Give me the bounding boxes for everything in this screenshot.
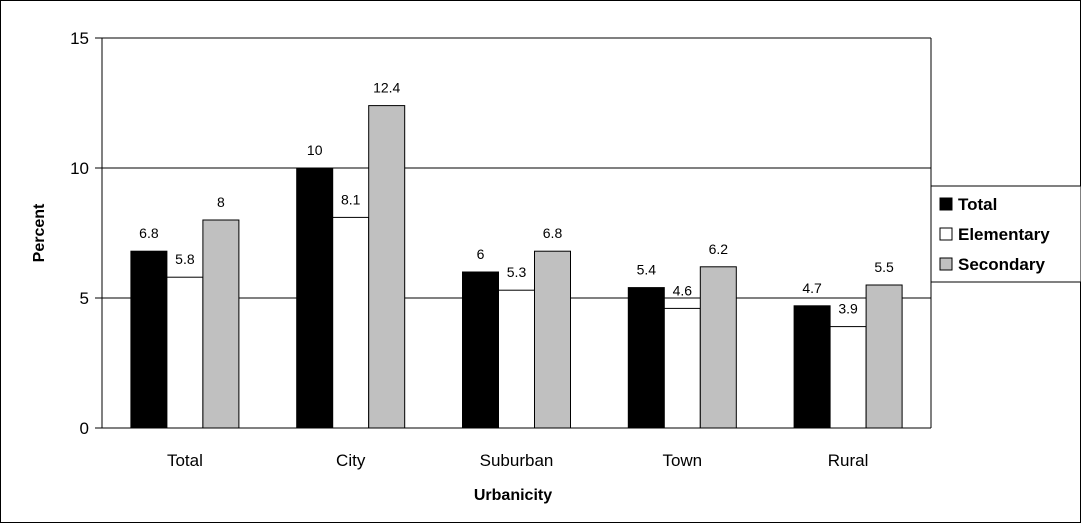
bar	[627, 287, 665, 429]
x-tick-label: City	[336, 451, 366, 470]
legend-swatch	[939, 197, 953, 211]
bars	[130, 105, 903, 429]
y-axis-title: Percent	[31, 203, 48, 262]
data-label: 4.7	[802, 280, 822, 296]
data-label: 8	[217, 194, 225, 210]
x-tick-label: Rural	[828, 451, 869, 470]
bar	[663, 307, 701, 429]
data-label: 8.1	[341, 191, 361, 207]
x-tick-label: Suburban	[480, 451, 554, 470]
data-label: 5.4	[637, 262, 657, 278]
legend-swatch	[939, 257, 953, 271]
legend-label: Secondary	[958, 255, 1045, 274]
bar	[498, 289, 535, 429]
legend-box	[930, 185, 1081, 283]
x-axis-title: Urbanicity	[474, 487, 552, 504]
legend-label: Total	[958, 195, 997, 214]
data-label: 6.8	[543, 225, 563, 241]
bar	[793, 305, 831, 429]
data-label: 3.9	[838, 301, 858, 317]
y-tick-label: 5	[80, 289, 89, 308]
bar	[202, 219, 240, 429]
bar	[462, 271, 499, 429]
bar	[130, 250, 168, 429]
plot-area	[102, 38, 1080, 428]
bar	[166, 276, 204, 429]
data-label: 5.8	[175, 251, 195, 267]
data-label: 10	[307, 142, 323, 158]
y-tick-label: 10	[70, 159, 89, 178]
bar	[534, 250, 571, 429]
bar	[368, 105, 406, 429]
bar	[296, 167, 334, 429]
data-label: 4.6	[673, 282, 693, 298]
data-label: 6.2	[709, 241, 729, 257]
y-tick-label: 15	[70, 29, 89, 48]
legend-label: Elementary	[958, 225, 1050, 244]
data-label: 6.8	[139, 225, 159, 241]
legend: Total Elementary Secondary	[930, 185, 1081, 283]
x-tick-label: Town	[662, 451, 702, 470]
bar	[829, 326, 867, 429]
x-tick-label: Total	[167, 451, 203, 470]
data-label: 12.4	[373, 80, 400, 96]
bar	[865, 284, 903, 429]
y-tick-label: 0	[80, 419, 89, 438]
data-label: 6	[477, 246, 485, 262]
bar	[332, 216, 370, 429]
legend-swatch	[939, 227, 953, 241]
axes	[95, 37, 932, 429]
bar	[699, 266, 737, 429]
tick-labels: 0 5 10 15 Total City Suburban Town Rural	[70, 29, 868, 470]
data-label: 5.5	[874, 259, 894, 275]
data-label: 5.3	[507, 264, 527, 280]
data-labels: 6.8 5.8 8 10 8.1 12.4 6 5.3 6.8 5.4 4.6 6.2 4.7 3.9 5.…	[139, 80, 894, 317]
